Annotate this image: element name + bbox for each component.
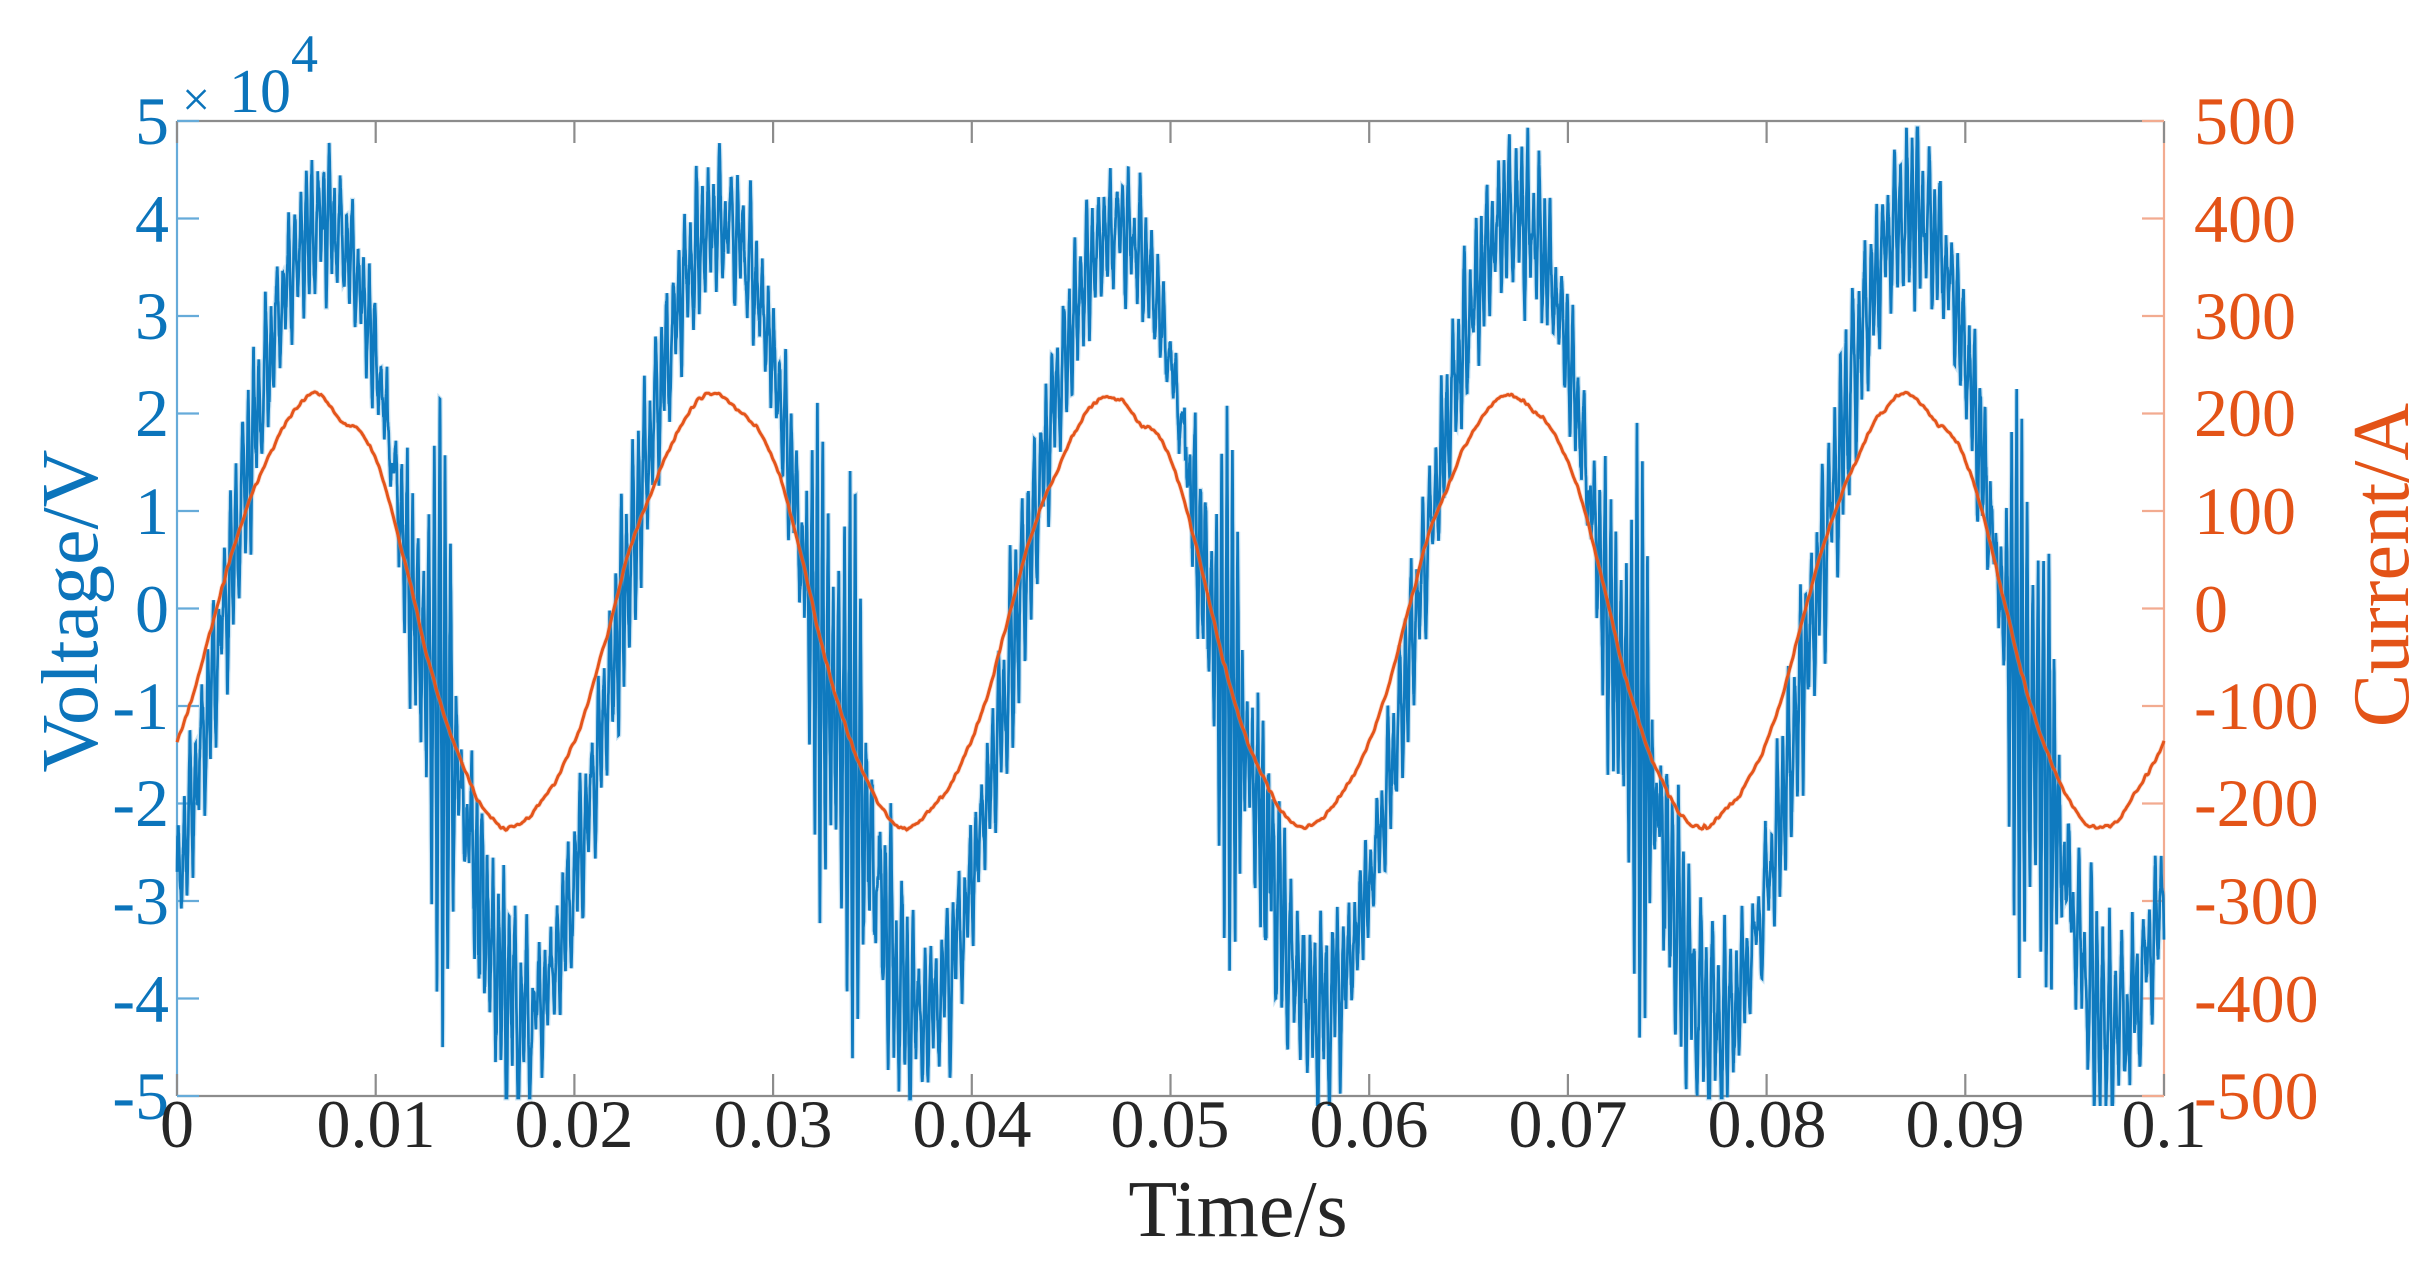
svg-text:300: 300 [2194, 278, 2296, 354]
svg-text:-5: -5 [112, 1058, 169, 1134]
svg-text:0.06: 0.06 [1310, 1086, 1429, 1162]
svg-text:0.01: 0.01 [317, 1086, 436, 1162]
svg-text:0.1: 0.1 [2122, 1086, 2207, 1162]
svg-text:-300: -300 [2194, 863, 2319, 939]
svg-text:-200: -200 [2194, 765, 2319, 841]
svg-text:0: 0 [160, 1086, 194, 1162]
svg-text:0.05: 0.05 [1111, 1086, 1230, 1162]
svg-text:100: 100 [2194, 473, 2296, 549]
svg-text:-2: -2 [112, 765, 169, 841]
svg-text:×: × [182, 71, 210, 127]
svg-text:200: 200 [2194, 375, 2296, 451]
svg-text:3: 3 [135, 278, 169, 354]
svg-text:500: 500 [2194, 83, 2296, 159]
svg-text:400: 400 [2194, 181, 2296, 257]
svg-text:4: 4 [135, 181, 169, 257]
svg-text:-1: -1 [112, 668, 169, 744]
svg-text:Voltage/V: Voltage/V [27, 450, 115, 773]
svg-text:1: 1 [135, 473, 169, 549]
svg-text:-500: -500 [2194, 1058, 2319, 1134]
svg-text:0.04: 0.04 [913, 1086, 1032, 1162]
svg-text:0.09: 0.09 [1906, 1086, 2025, 1162]
svg-text:-400: -400 [2194, 961, 2319, 1037]
svg-text:2: 2 [135, 375, 169, 451]
svg-text:Time/s: Time/s [1128, 1166, 1347, 1254]
svg-text:-3: -3 [112, 863, 169, 939]
svg-text:-100: -100 [2194, 668, 2319, 744]
svg-text:0: 0 [135, 571, 169, 647]
svg-text:0.08: 0.08 [1708, 1086, 1827, 1162]
svg-text:5: 5 [135, 83, 169, 159]
svg-text:10: 10 [229, 58, 291, 126]
svg-text:0.07: 0.07 [1509, 1086, 1628, 1162]
svg-text:0.02: 0.02 [515, 1086, 634, 1162]
svg-text:-4: -4 [112, 961, 169, 1037]
svg-text:0.03: 0.03 [714, 1086, 833, 1162]
svg-text:0: 0 [2194, 571, 2228, 647]
svg-text:4: 4 [291, 24, 318, 84]
svg-text:Current/A: Current/A [2338, 403, 2426, 728]
